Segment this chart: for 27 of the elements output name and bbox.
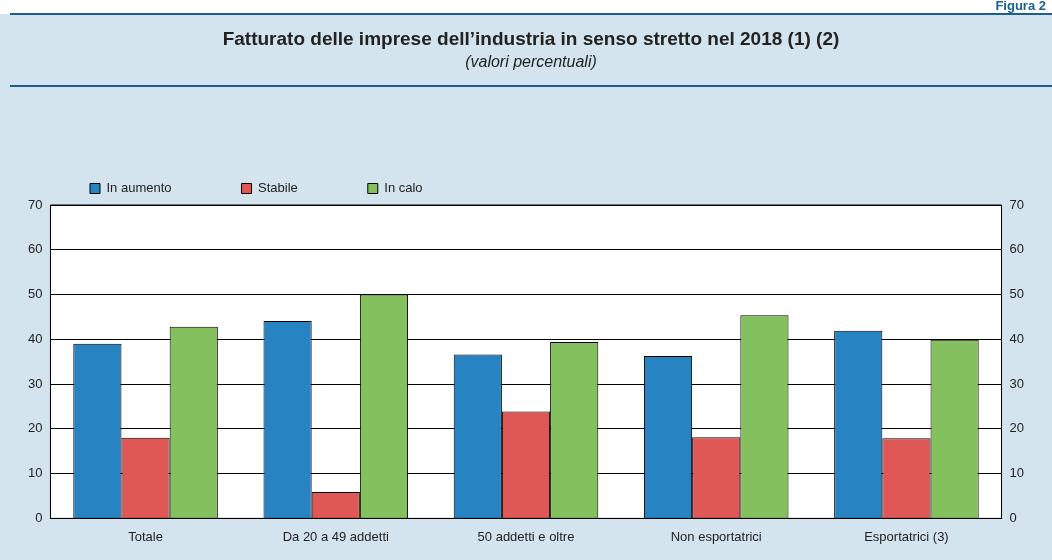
y2-tick-label: 70: [1009, 196, 1025, 212]
y2-tick-label: 50: [1009, 286, 1025, 302]
y-tick-label: 40: [27, 330, 43, 346]
legend-label: In calo: [384, 180, 423, 196]
y-tick-label: 20: [27, 420, 43, 436]
x-tick-label: Non esportatrici: [670, 528, 762, 544]
y-tick-label: 70: [27, 196, 43, 212]
y2-tick-label: 40: [1009, 330, 1025, 346]
y-tick-label: 30: [27, 375, 43, 391]
y2-tick-label: 60: [1009, 241, 1025, 257]
x-tick-label: Da 20 a 49 addetti: [282, 528, 390, 544]
chart-subtitle: (valori percentuali): [464, 53, 598, 71]
y2-tick-label: 30: [1009, 375, 1025, 391]
x-tick-label: 50 addetti e oltre: [477, 528, 575, 544]
text: Figura 2: [995, 0, 1046, 13]
y2-tick-label: 20: [1009, 420, 1025, 436]
x-tick-label: Esportatrici (3): [864, 528, 949, 544]
y-tick-label: 60: [27, 241, 43, 257]
legend-label: Stabile: [258, 180, 298, 196]
y-tick-label: 10: [27, 465, 43, 481]
y-tick-label: 50: [27, 286, 43, 302]
y2-tick-label: 0: [1009, 509, 1017, 525]
chart-title: Fatturato delle imprese dell’industria in senso stretto nel 2018 (1) (2): [221, 28, 841, 50]
y-tick-label: 0: [35, 509, 43, 525]
x-tick-label: Totale: [128, 528, 163, 544]
y2-tick-label: 10: [1009, 465, 1025, 481]
legend-label: In aumento: [106, 180, 172, 196]
